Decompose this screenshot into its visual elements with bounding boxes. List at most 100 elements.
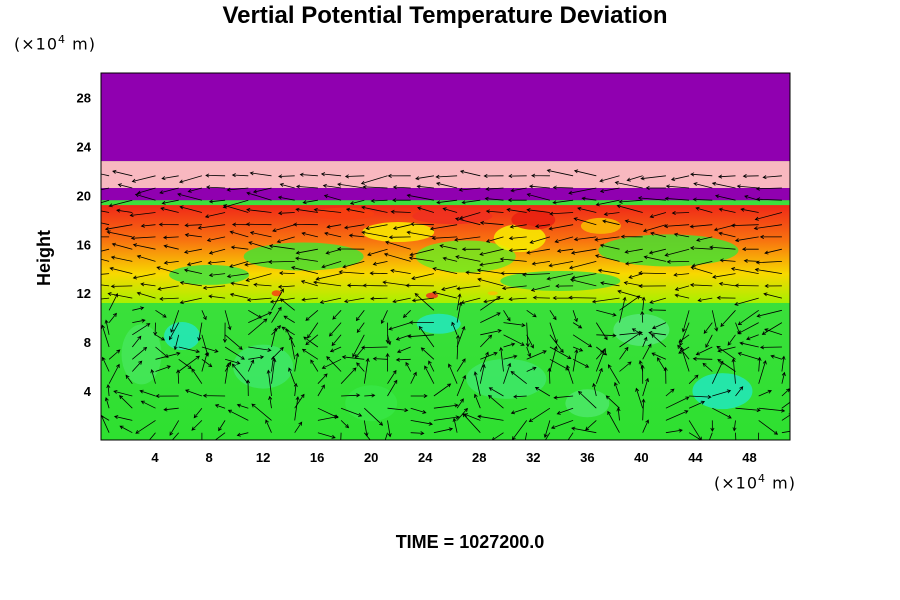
wind-vector-arrow	[550, 420, 574, 429]
wind-vector-arrow	[176, 369, 181, 384]
wind-vector-arrow	[410, 393, 428, 398]
wind-vector-arrow	[157, 285, 179, 291]
wind-vector-arrow	[271, 325, 282, 336]
wind-vector-arrow	[640, 175, 666, 181]
wind-vector-arrow	[279, 182, 295, 189]
wind-vector-arrow	[231, 173, 249, 178]
wind-vector-arrow	[170, 310, 180, 333]
wind-vector-arrow	[406, 193, 434, 201]
wind-vector-arrow	[338, 270, 365, 275]
wind-vector-arrow	[108, 312, 117, 323]
wind-vector-arrow	[665, 388, 675, 397]
wind-vector-arrow	[631, 328, 643, 336]
wind-vector-arrow	[665, 184, 690, 189]
wind-vector-arrow	[236, 432, 249, 437]
wind-vector-arrow	[218, 420, 226, 432]
wind-vector-arrow	[690, 172, 713, 177]
wind-vector-arrow	[271, 357, 277, 384]
wind-vector-arrow	[641, 398, 646, 421]
wind-vector-arrow	[651, 352, 667, 360]
wind-vector-arrow	[528, 184, 550, 189]
wind-vector-arrow	[638, 271, 666, 276]
wind-vector-arrow	[487, 394, 504, 409]
wind-vector-arrow	[224, 361, 232, 372]
wind-vector-arrow	[534, 386, 551, 397]
wind-vector-arrow	[640, 310, 645, 323]
wind-vector-arrow	[596, 346, 608, 356]
field-blob	[487, 291, 498, 296]
wind-vector-arrow	[456, 325, 466, 348]
wind-vector-arrow	[711, 360, 724, 384]
wind-vector-arrow	[387, 379, 398, 397]
wind-vector-arrow	[364, 407, 384, 426]
wind-vector-arrow	[112, 169, 133, 177]
wind-vector-arrow	[249, 171, 272, 177]
wind-vector-arrow	[337, 182, 365, 189]
wind-vector-arrow	[595, 350, 605, 360]
wind-vector-arrow	[526, 350, 547, 360]
wind-vector-arrow	[245, 222, 272, 227]
wind-vector-arrow	[101, 356, 110, 372]
wind-vector-arrow	[526, 346, 532, 358]
field-blob	[466, 358, 547, 399]
wind-vector-arrow	[290, 266, 318, 274]
wind-vector-arrow	[554, 236, 574, 244]
wind-vector-arrow	[603, 212, 620, 217]
wind-vector-arrow	[214, 404, 226, 409]
wind-vector-arrow	[292, 222, 318, 227]
wind-vector-arrow	[736, 184, 759, 189]
wind-vector-arrow	[546, 168, 574, 177]
wind-vector-arrow	[555, 284, 574, 289]
wind-vector-arrow	[677, 344, 690, 360]
wind-vector-arrow	[136, 291, 156, 299]
wind-vector-arrow	[349, 199, 365, 205]
wind-vector-arrow	[343, 297, 365, 304]
wind-vector-arrow	[132, 346, 148, 360]
wind-vector-arrow	[117, 183, 133, 189]
wind-vector-arrow	[388, 235, 411, 240]
wind-vector-arrow	[758, 389, 772, 397]
wind-vector-arrow	[534, 224, 550, 229]
plot-area	[101, 73, 790, 440]
wind-vector-arrow	[442, 207, 458, 213]
wind-vector-arrow	[456, 398, 464, 409]
wind-vector-arrow	[594, 236, 620, 242]
wind-vector-arrow	[548, 261, 574, 268]
wind-vector-arrow	[169, 420, 180, 436]
wind-vector-arrow	[479, 261, 504, 267]
wind-vector-arrow	[521, 272, 550, 277]
wind-vector-arrow	[395, 334, 411, 341]
wind-vector-arrow	[231, 222, 249, 227]
wind-vector-arrow	[488, 387, 504, 397]
wind-vector-arrow	[456, 293, 462, 311]
wind-vector-arrow	[104, 319, 110, 335]
wind-vector-arrow	[186, 261, 202, 267]
wind-vector-arrow	[295, 207, 318, 213]
wind-vector-arrow	[101, 284, 110, 287]
wind-vector-arrow	[131, 335, 142, 348]
wind-vector-arrow	[125, 374, 133, 384]
wind-vector-arrow	[110, 284, 133, 289]
wind-vector-arrow	[717, 359, 736, 372]
wind-vector-arrow	[178, 346, 201, 354]
wind-vector-arrow	[458, 187, 481, 192]
wind-vector-arrow	[663, 224, 690, 229]
wind-vector-arrow	[718, 231, 736, 238]
x-tick-label: 48	[742, 450, 756, 465]
wind-vector-arrow	[651, 322, 667, 330]
y-tick-label: 24	[77, 139, 92, 154]
wind-vector-arrow	[411, 273, 434, 281]
wind-vector-arrow	[390, 268, 411, 274]
wind-vector-arrow	[171, 432, 180, 440]
wind-vector-arrow	[252, 187, 272, 194]
wind-vector-arrow	[163, 244, 179, 250]
wind-vector-arrow	[433, 427, 454, 434]
wind-vector-arrow	[392, 198, 411, 203]
wind-vector-arrow	[101, 248, 110, 252]
wind-vector-arrow	[549, 322, 558, 344]
wind-vector-arrow	[600, 281, 620, 287]
wind-vector-arrow	[737, 352, 759, 360]
field-blob	[500, 270, 621, 291]
wind-vector-arrow	[248, 318, 268, 336]
wind-vector-arrow	[544, 432, 551, 440]
